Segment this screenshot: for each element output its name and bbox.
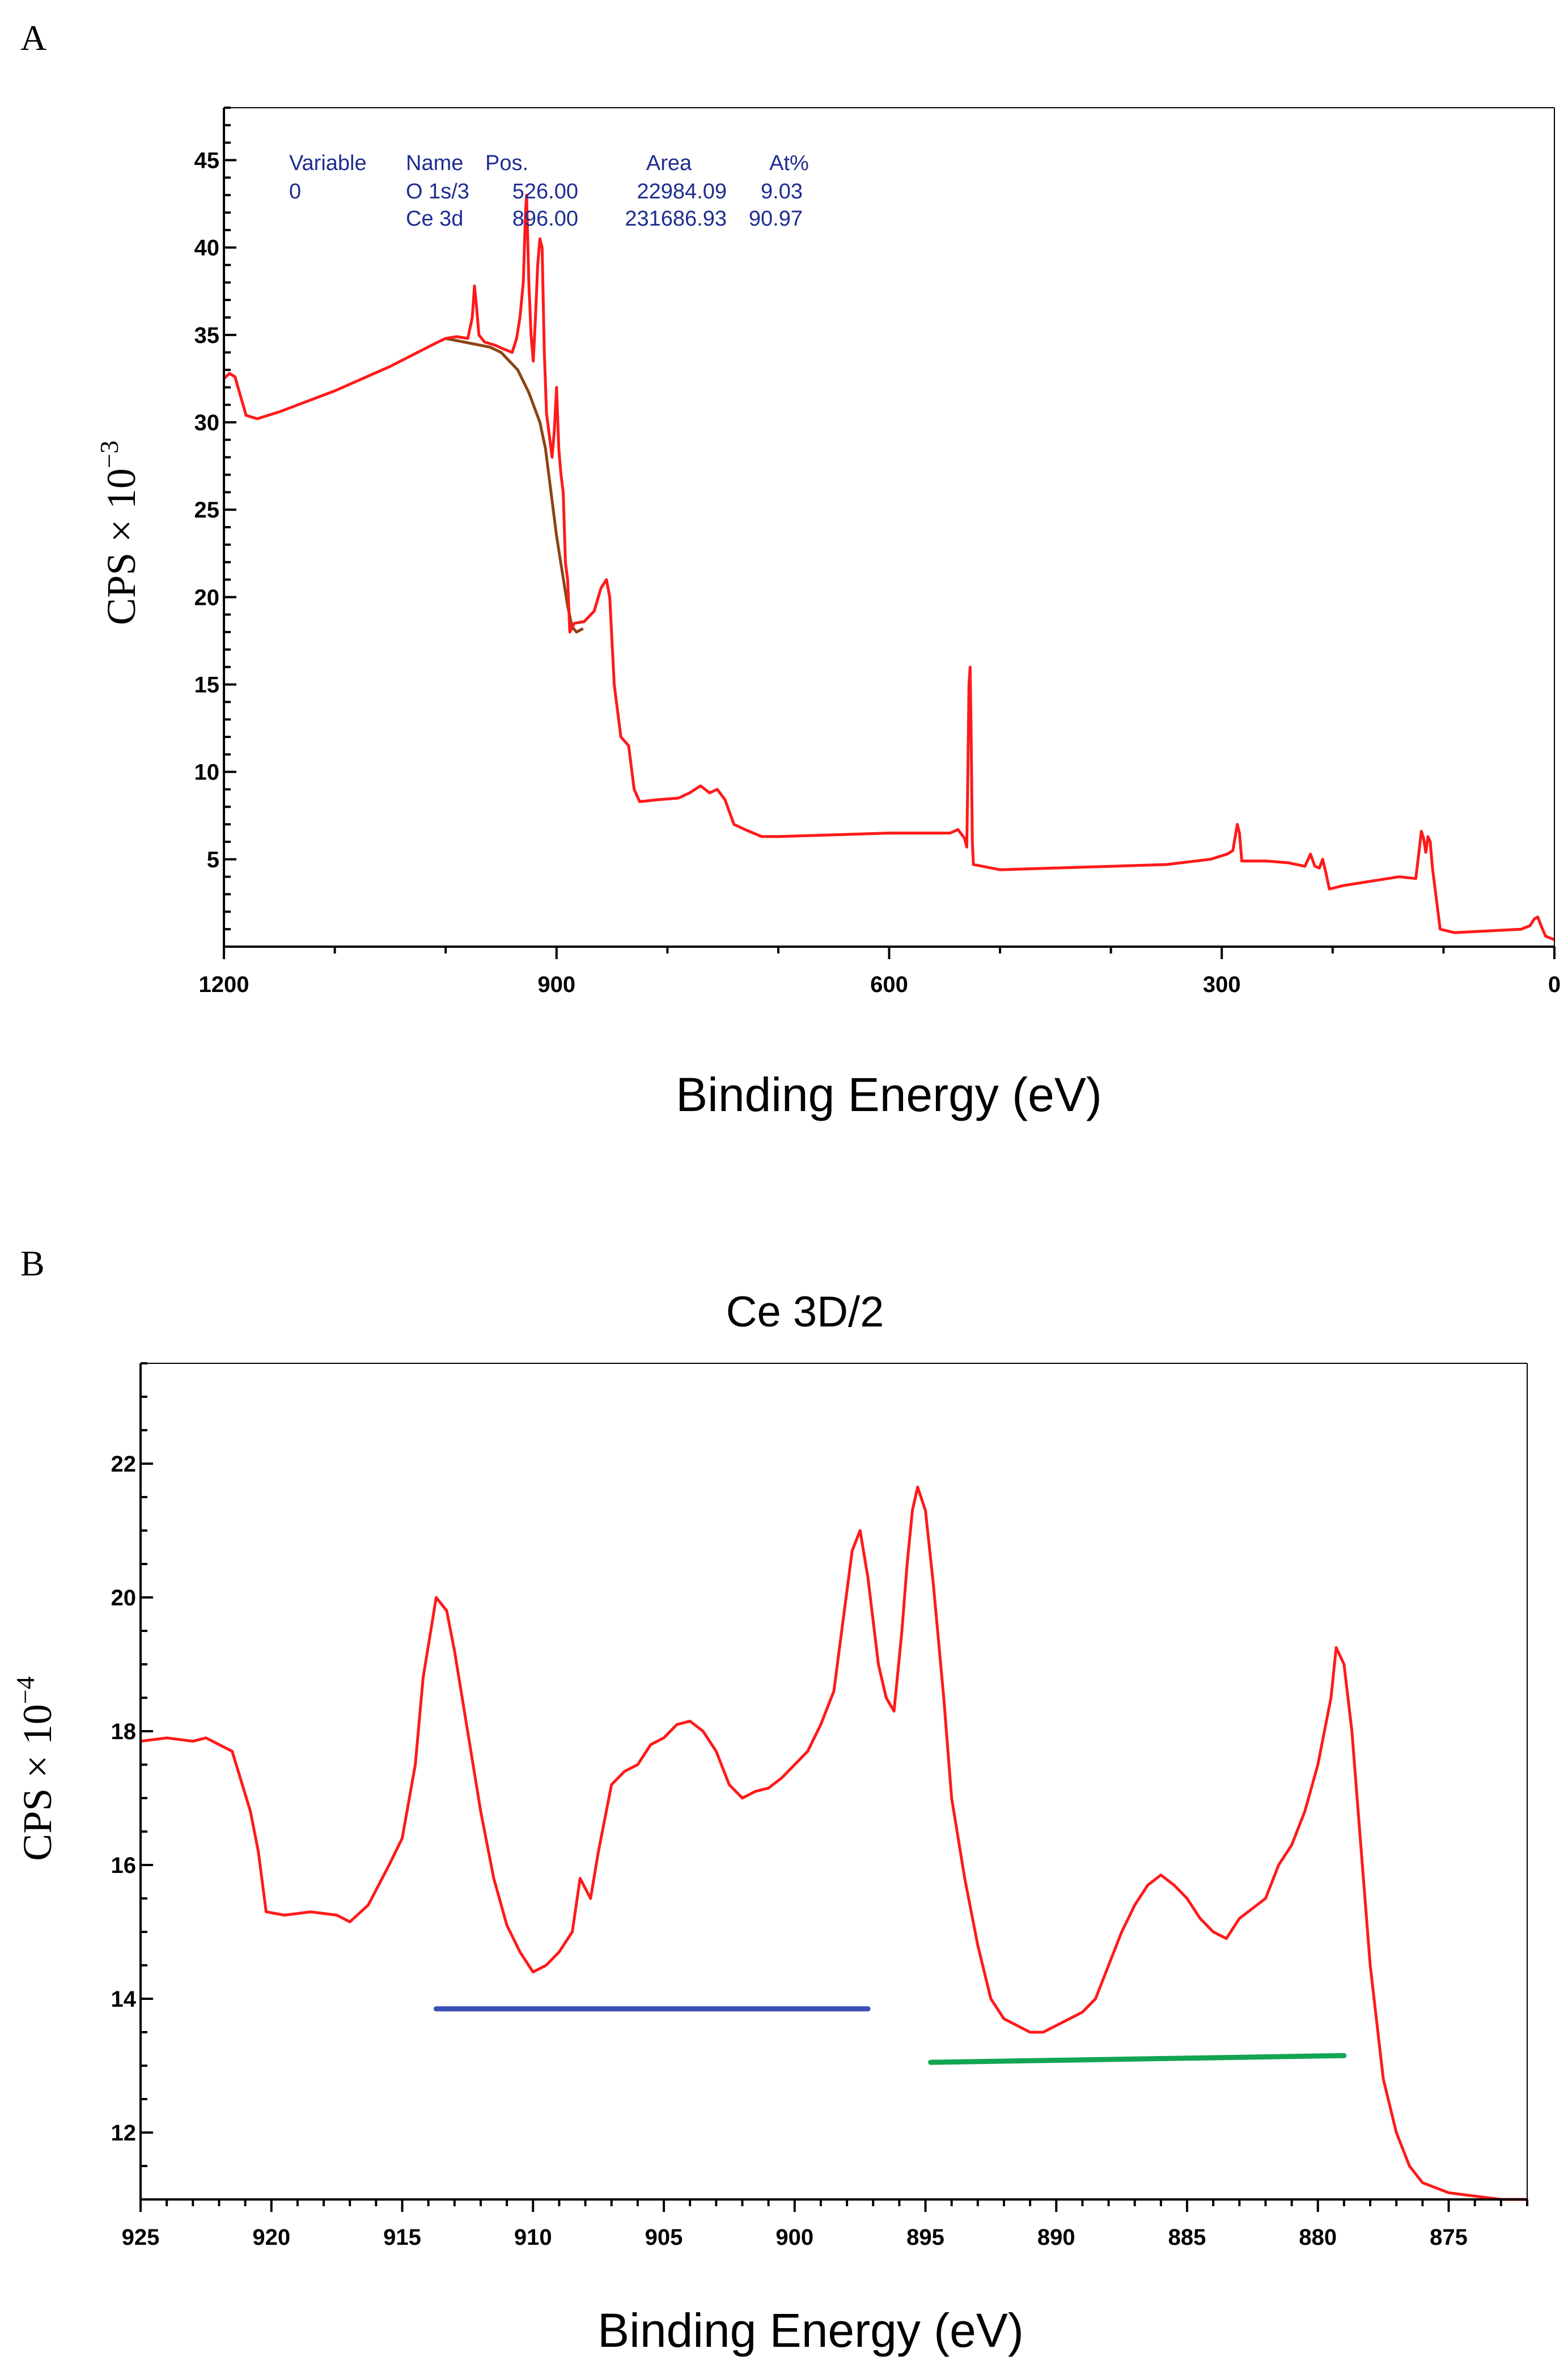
peak-table: Variable Name Pos. Area At% 0 O 1s/3 526.00 2298…: [289, 151, 809, 231]
table-header: Area: [646, 151, 692, 175]
y-tick-label: 25: [194, 498, 220, 523]
x-tick-label: 920: [252, 2225, 290, 2250]
y-tick-label: 20: [194, 585, 220, 610]
b-y-axis-label: CPS × 10−4: [11, 1676, 60, 1861]
y-tick-label: 5: [207, 847, 219, 872]
green-reference-bar: [928, 2053, 1347, 2065]
table-header: Pos.: [485, 151, 528, 175]
table-cell: O 1s/3: [406, 180, 469, 204]
x-tick-label: 900: [537, 972, 575, 997]
table-cell: Ce 3d: [406, 207, 463, 231]
y-tick-label: 18: [111, 1719, 137, 1744]
table-cell: 231686.93: [625, 207, 727, 231]
x-tick-label: 895: [906, 2225, 944, 2250]
x-tick-label: 910: [514, 2225, 552, 2250]
panel-letter-a: A: [20, 18, 46, 58]
chart-b: B Ce 3D/2 925 920 915 910 905 900 895 890 885 880…: [11, 1243, 1528, 2357]
table-cell: 90.97: [749, 207, 803, 231]
y-tick-label: 30: [194, 410, 220, 435]
b-x-axis-label: Binding Energy (eV): [597, 2304, 1024, 2357]
table-header: Variable: [289, 151, 367, 175]
x-tick-label: 925: [122, 2225, 160, 2250]
spectrum-line: [223, 193, 1555, 942]
b-chart-title: Ce 3D/2: [726, 1288, 884, 1336]
y-tick-label: 15: [194, 673, 220, 698]
table-cell: 0: [289, 180, 301, 204]
spectrum-line: [140, 1485, 1527, 2201]
a-y-axis-label: CPS × 10−3: [95, 440, 144, 625]
y-tick-label: 12: [111, 2121, 137, 2146]
y-tick-label: 40: [194, 236, 220, 261]
y-tick-label: 35: [194, 323, 220, 348]
table-header: At%: [769, 151, 809, 175]
table-cell: 526.00: [512, 180, 578, 204]
x-tick-label: 0: [1548, 972, 1561, 997]
x-tick-label: 905: [645, 2225, 683, 2250]
chart-a: A 1200 900 600 300 0 5 10 15 20 25 30 35 40 45 Varia…: [20, 18, 1561, 1121]
a-x-axis-label: Binding Energy (eV): [676, 1068, 1102, 1121]
panel-letter-b: B: [20, 1243, 45, 1283]
y-tick-label: 20: [111, 1586, 137, 1610]
x-tick-label: 915: [383, 2225, 421, 2250]
x-tick-label: 890: [1037, 2225, 1075, 2250]
y-tick-label: 22: [111, 1452, 137, 1477]
x-tick-label: 300: [1203, 972, 1241, 997]
table-cell: 9.03: [761, 180, 803, 204]
table-header: Name: [406, 151, 463, 175]
table-cell: 22984.09: [637, 180, 727, 204]
y-tick-label: 16: [111, 1853, 137, 1878]
x-tick-label: 600: [870, 972, 908, 997]
y-tick-label: 45: [194, 149, 220, 173]
x-tick-label: 1200: [199, 972, 249, 997]
x-tick-label: 875: [1430, 2225, 1468, 2250]
x-tick-label: 900: [775, 2225, 813, 2250]
x-tick-label: 880: [1299, 2225, 1337, 2250]
y-tick-label: 14: [111, 1987, 137, 2012]
table-cell: 896.00: [512, 207, 578, 231]
x-tick-label: 885: [1168, 2225, 1206, 2250]
background-line: [445, 337, 584, 634]
y-tick-label: 10: [194, 760, 220, 785]
